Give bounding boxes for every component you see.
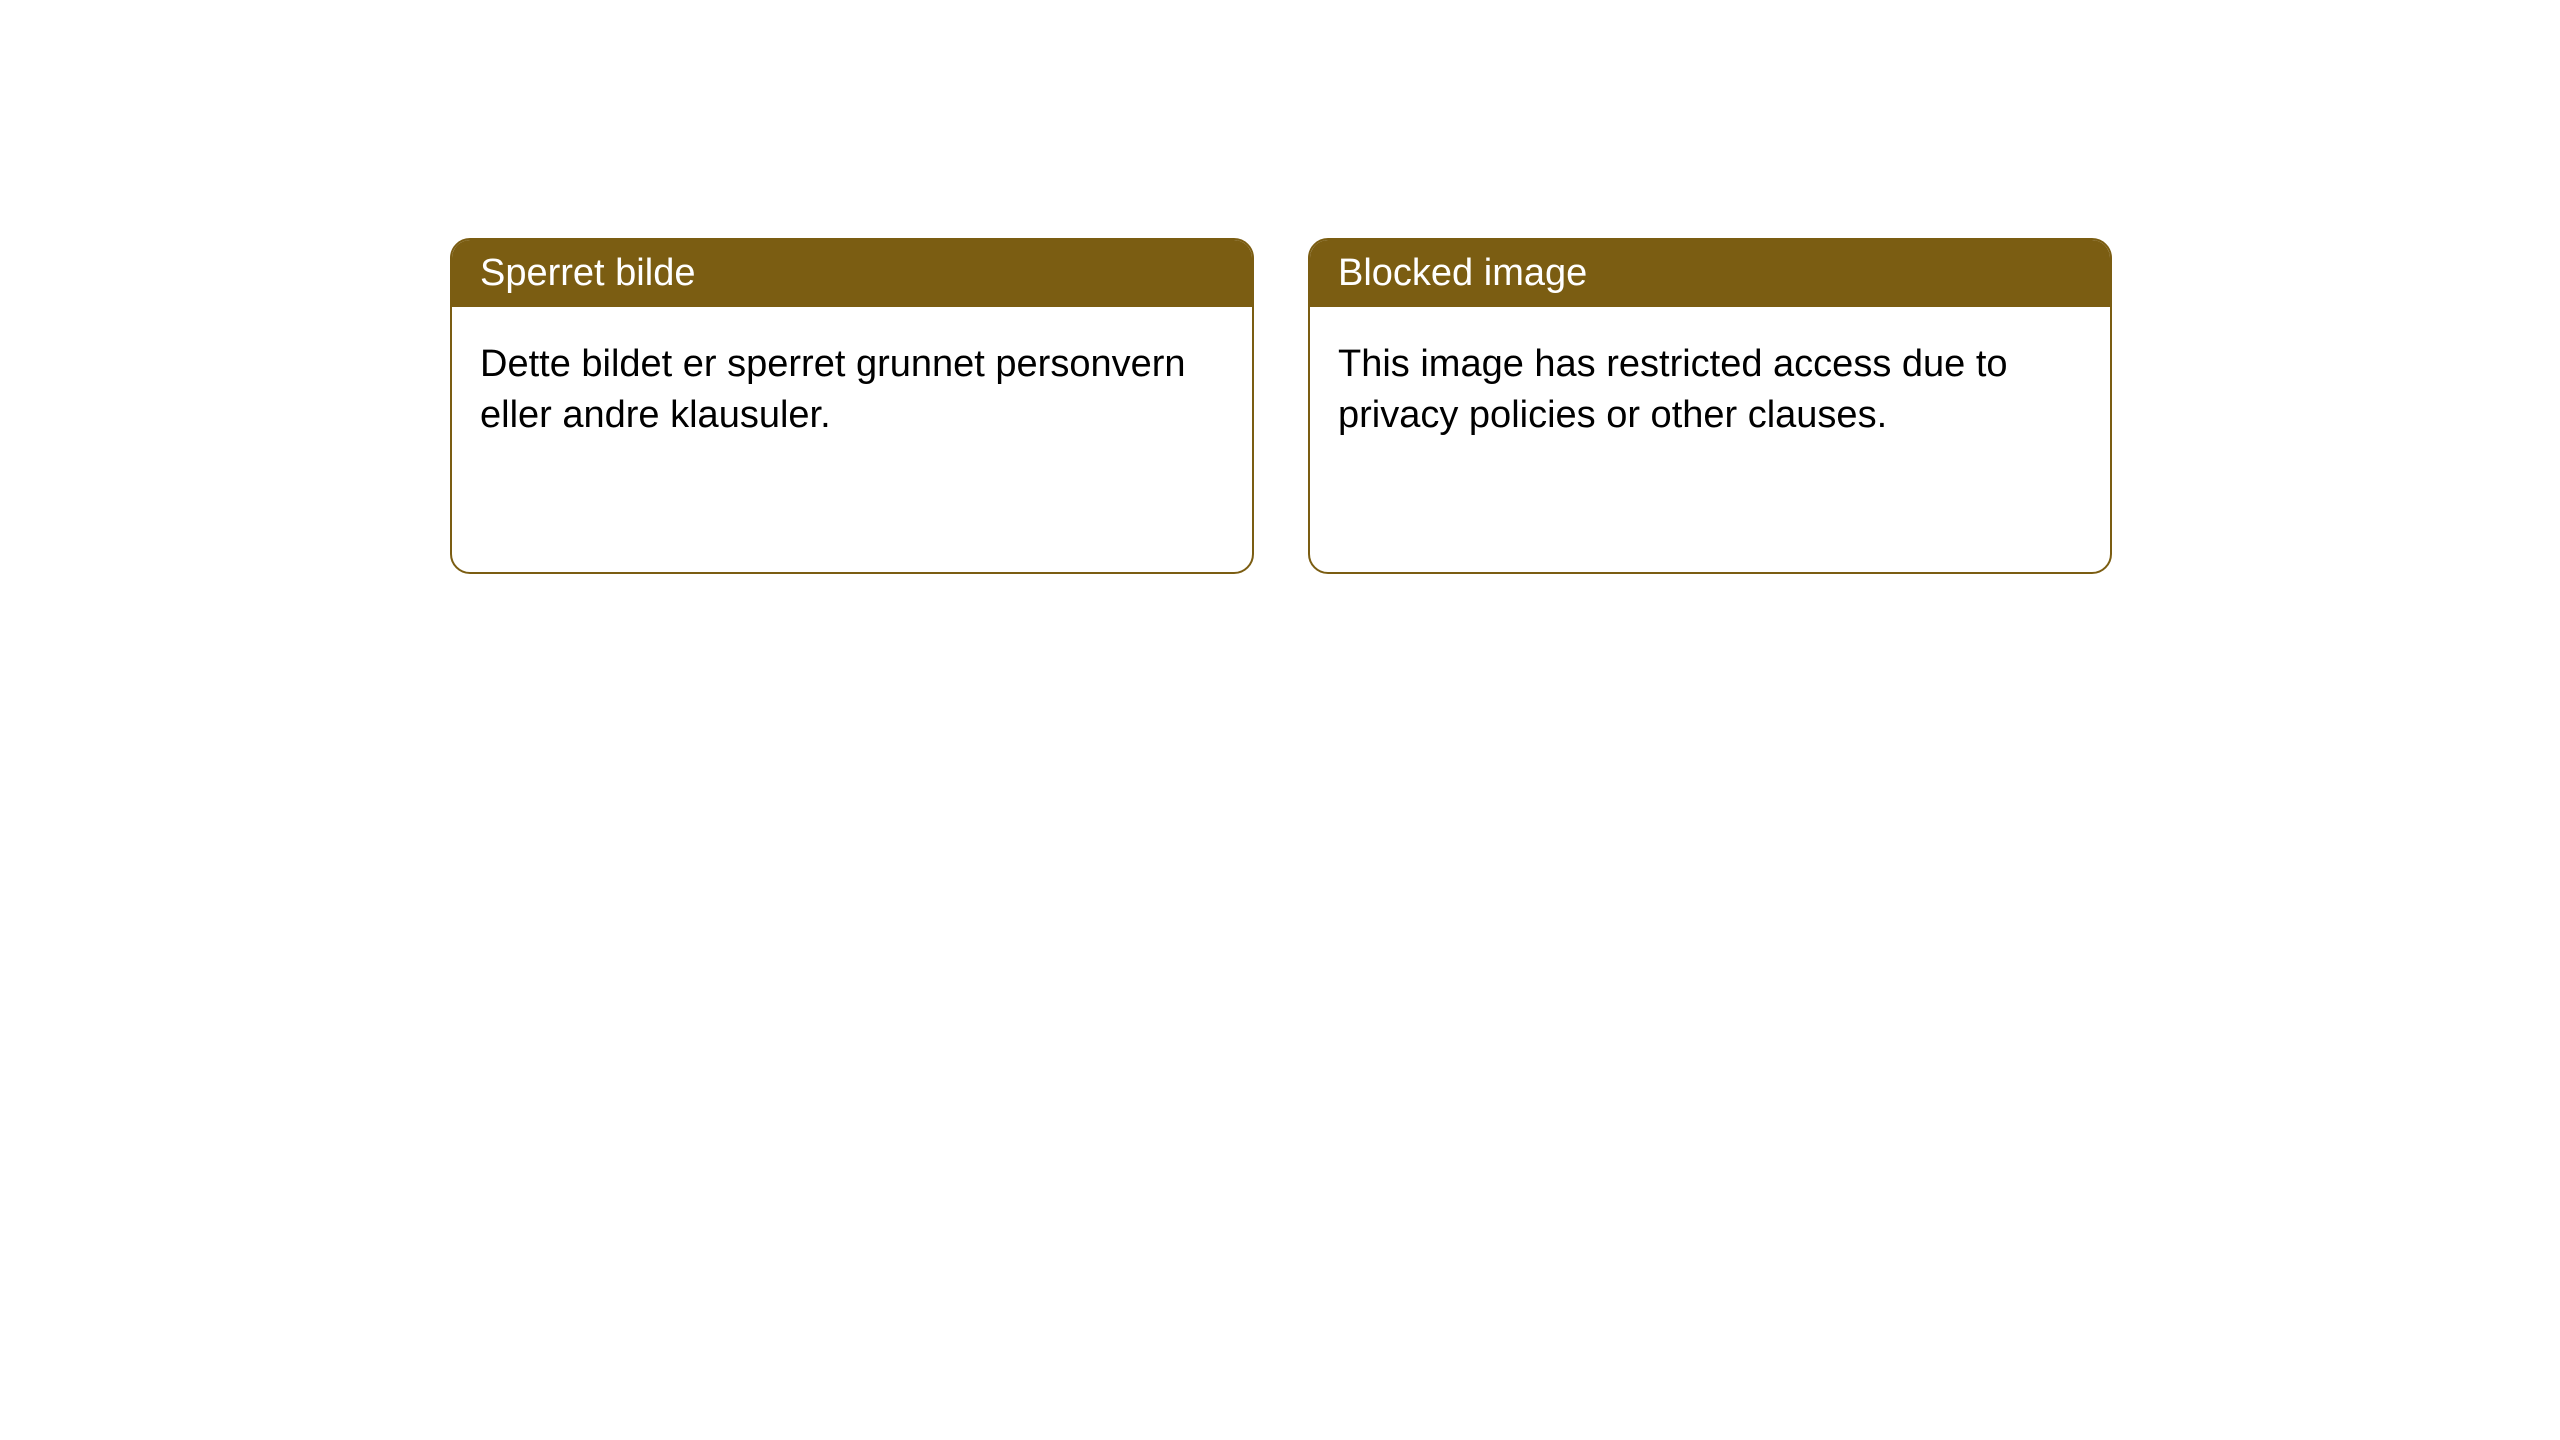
card-body-norwegian: Dette bildet er sperret grunnet personve… xyxy=(452,307,1252,474)
blocked-image-card-english: Blocked image This image has restricted … xyxy=(1308,238,2112,574)
card-header-english: Blocked image xyxy=(1310,240,2110,307)
card-body-english: This image has restricted access due to … xyxy=(1310,307,2110,474)
blocked-image-card-norwegian: Sperret bilde Dette bildet er sperret gr… xyxy=(450,238,1254,574)
blocked-image-notice-container: Sperret bilde Dette bildet er sperret gr… xyxy=(450,238,2112,574)
card-header-norwegian: Sperret bilde xyxy=(452,240,1252,307)
